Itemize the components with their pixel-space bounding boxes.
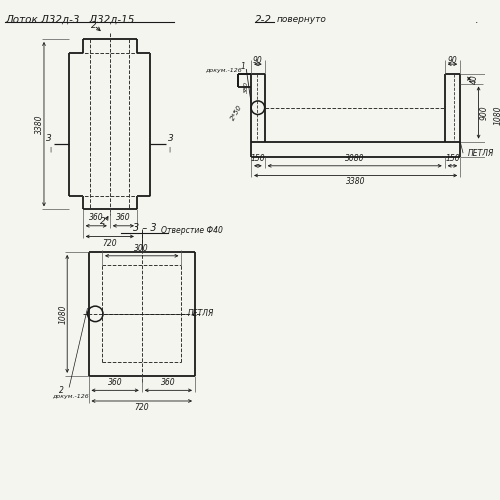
Text: 2: 2 — [100, 218, 106, 226]
Text: 300: 300 — [134, 244, 149, 252]
Text: 2*50: 2*50 — [230, 104, 243, 122]
Text: ПЕТЛЯ: ПЕТЛЯ — [468, 148, 494, 158]
Text: 1080: 1080 — [494, 106, 500, 125]
Text: 2-2: 2-2 — [255, 15, 272, 25]
Text: Отверстие Ф40: Отверстие Ф40 — [161, 226, 223, 235]
Text: 3: 3 — [46, 134, 52, 143]
Text: 3: 3 — [168, 134, 173, 143]
Text: 380: 380 — [244, 82, 249, 94]
Text: повернуто: повернуто — [276, 15, 326, 24]
Text: 3380: 3380 — [34, 114, 43, 134]
Text: 720: 720 — [102, 240, 117, 248]
Text: 360: 360 — [161, 378, 176, 388]
Text: 360: 360 — [108, 378, 122, 388]
Text: 1080: 1080 — [59, 304, 68, 324]
Text: .: . — [475, 15, 478, 25]
Text: 360: 360 — [116, 213, 130, 222]
Text: Лоток Л32д-3...Л32д-15: Лоток Л32д-3...Л32д-15 — [6, 15, 134, 25]
Text: докум.-126: докум.-126 — [52, 394, 88, 399]
Text: 900: 900 — [480, 105, 489, 120]
Text: докум.-126: докум.-126 — [204, 68, 242, 73]
Text: 720: 720 — [134, 403, 149, 412]
Text: |: | — [168, 146, 170, 152]
Text: 150: 150 — [445, 154, 460, 163]
Text: 3080: 3080 — [345, 154, 364, 163]
Text: 1: 1 — [240, 62, 246, 70]
Text: 2: 2 — [92, 21, 97, 30]
Text: ПЕТЛЯ: ПЕТЛЯ — [188, 310, 214, 318]
Text: 150: 150 — [250, 154, 265, 163]
Text: 90: 90 — [448, 56, 458, 65]
Text: 360: 360 — [89, 213, 104, 222]
Text: 3380: 3380 — [346, 178, 366, 186]
Text: |: | — [50, 146, 51, 152]
Text: 3 – 3: 3 – 3 — [133, 223, 156, 233]
Text: 40: 40 — [470, 74, 479, 84]
Text: 90: 90 — [253, 56, 263, 65]
Text: 2: 2 — [60, 386, 64, 394]
